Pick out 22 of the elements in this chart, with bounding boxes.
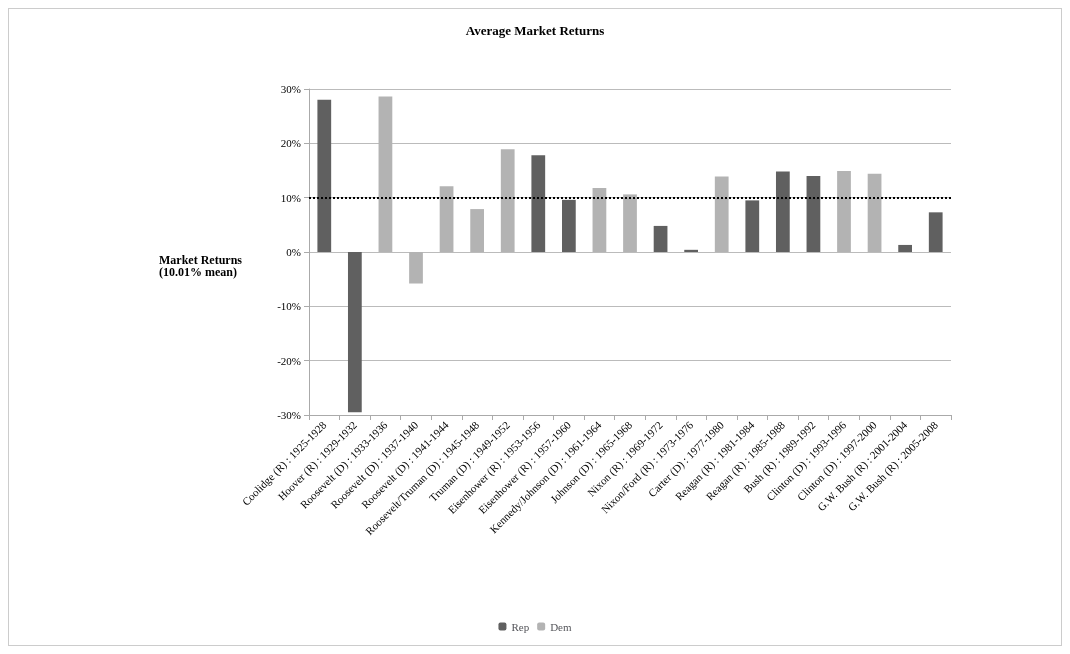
bar bbox=[806, 175, 821, 252]
bar bbox=[347, 252, 362, 413]
legend-label: Rep bbox=[511, 620, 530, 633]
chart-title: Average Market Returns bbox=[465, 23, 605, 38]
y-axis-title: Market Returns (10.01% mean) bbox=[159, 253, 243, 279]
legend-label: Dem bbox=[550, 620, 572, 633]
bar bbox=[898, 244, 913, 252]
y-tick-label: 0% bbox=[286, 246, 301, 258]
y-tick-label: 20% bbox=[280, 137, 301, 150]
y-tick-label: -30% bbox=[277, 409, 301, 421]
bar bbox=[928, 212, 943, 252]
y-tick-label: 30% bbox=[280, 83, 301, 95]
bar bbox=[531, 155, 546, 252]
bar bbox=[775, 171, 790, 252]
bar bbox=[684, 249, 699, 252]
bar bbox=[561, 199, 576, 252]
y-tick-label: -10% bbox=[277, 300, 301, 313]
bar bbox=[745, 200, 760, 252]
y-tick-label: 10% bbox=[280, 191, 301, 204]
bar bbox=[653, 225, 668, 252]
y-tick-label: -20% bbox=[277, 354, 301, 367]
bar bbox=[317, 99, 332, 252]
